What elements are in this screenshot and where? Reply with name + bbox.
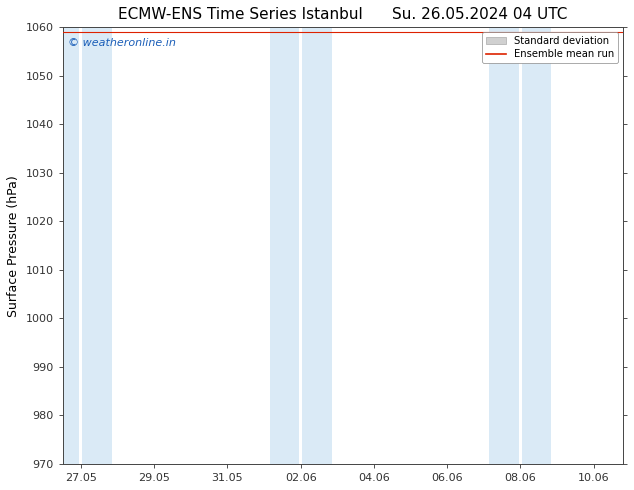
Y-axis label: Surface Pressure (hPa): Surface Pressure (hPa) bbox=[7, 175, 20, 317]
Bar bbox=[519, 27, 522, 464]
Bar bbox=[299, 27, 302, 464]
Text: © weatheronline.in: © weatheronline.in bbox=[68, 38, 176, 48]
Bar bbox=[489, 27, 519, 464]
Bar bbox=[50, 27, 79, 464]
Legend: Standard deviation, Ensemble mean run: Standard deviation, Ensemble mean run bbox=[482, 32, 618, 63]
Bar bbox=[79, 27, 82, 464]
Bar bbox=[269, 27, 299, 464]
Bar bbox=[522, 27, 552, 464]
Bar bbox=[82, 27, 112, 464]
Bar bbox=[302, 27, 332, 464]
Title: ECMW-ENS Time Series Istanbul      Su. 26.05.2024 04 UTC: ECMW-ENS Time Series Istanbul Su. 26.05.… bbox=[118, 7, 567, 22]
